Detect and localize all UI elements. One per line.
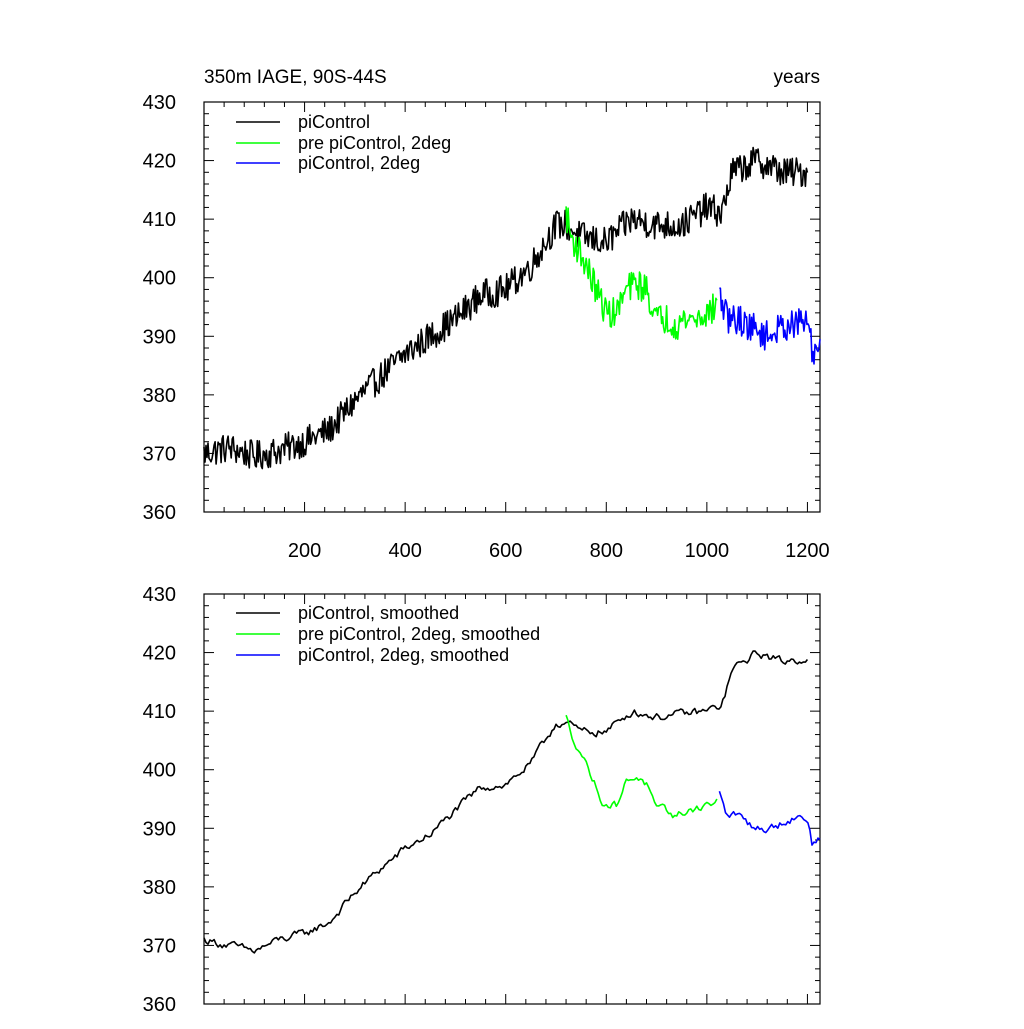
legend-label-pre-picontrol-2deg: pre piControl, 2deg bbox=[298, 133, 451, 153]
legend-label-picontrol: piControl bbox=[298, 112, 370, 132]
series-line-picontrol-2deg-smoothed bbox=[718, 791, 821, 846]
series-lines bbox=[203, 650, 821, 954]
y-tick-label: 390 bbox=[143, 326, 176, 348]
y-tick-label: 400 bbox=[143, 760, 176, 782]
y-tick-label: 380 bbox=[143, 877, 176, 899]
y-tick-label: 400 bbox=[143, 268, 176, 290]
y-tick-label: 390 bbox=[143, 818, 176, 840]
plot-area-frame bbox=[203, 101, 821, 513]
axis-ticks bbox=[203, 101, 820, 513]
series-line-pre-picontrol-2deg-smoothed bbox=[565, 714, 718, 819]
legend-label-pre-picontrol-2deg-smoothed: pre piControl, 2deg, smoothed bbox=[298, 624, 540, 644]
chart-right-title: years bbox=[774, 67, 820, 88]
y-tick-label: 430 bbox=[143, 92, 176, 114]
axis-ticks bbox=[203, 593, 820, 1005]
x-tick-label: 400 bbox=[388, 540, 421, 562]
series-lines bbox=[203, 146, 821, 470]
legend-label-picontrol-2deg: piControl, 2deg bbox=[298, 153, 420, 173]
plot-area-frame bbox=[203, 593, 821, 1005]
y-tick-label: 430 bbox=[143, 584, 176, 606]
y-tick-label: 420 bbox=[143, 643, 176, 665]
x-tick-label: 1200 bbox=[785, 540, 830, 562]
legend: piControl, smoothed pre piControl, 2deg,… bbox=[236, 603, 540, 665]
x-tick-label: 1000 bbox=[685, 540, 730, 562]
chart-title: 350m IAGE, 90S-44S bbox=[204, 67, 387, 88]
series-line-picontrol bbox=[203, 146, 809, 470]
legend-label-picontrol-2deg-smoothed: piControl, 2deg, smoothed bbox=[298, 645, 509, 665]
y-tick-label: 370 bbox=[143, 935, 176, 957]
x-tick-label: 600 bbox=[489, 540, 522, 562]
y-tick-label: 410 bbox=[143, 209, 176, 231]
legend: piControl pre piControl, 2deg piControl,… bbox=[236, 112, 451, 173]
y-tick-label: 360 bbox=[143, 994, 176, 1016]
y-axis-tick-labels: 360 370 380 390 400 410 420 430 bbox=[143, 584, 176, 1016]
y-axis-tick-labels: 360 370 380 390 400 410 420 430 bbox=[143, 92, 176, 524]
y-tick-label: 380 bbox=[143, 385, 176, 407]
chart-panel-raw: 350m IAGE, 90S-44S years 360 370 380 390 400… bbox=[143, 67, 830, 562]
y-tick-label: 360 bbox=[143, 502, 176, 524]
series-line-picontrol-smoothed bbox=[203, 650, 809, 954]
x-tick-label: 800 bbox=[590, 540, 623, 562]
series-line-picontrol-2deg bbox=[719, 287, 821, 365]
chart-panel-smoothed: 360 370 380 390 400 410 420 430 piControl, smoo… bbox=[143, 584, 821, 1016]
series-line-pre-picontrol-2deg bbox=[565, 206, 718, 340]
y-tick-label: 410 bbox=[143, 701, 176, 723]
legend-label-picontrol-smoothed: piControl, smoothed bbox=[298, 603, 459, 623]
x-axis-tick-labels: 200 400 600 800 1000 1200 bbox=[288, 540, 830, 562]
y-tick-label: 370 bbox=[143, 443, 176, 465]
x-tick-label: 200 bbox=[288, 540, 321, 562]
y-tick-label: 420 bbox=[143, 151, 176, 173]
